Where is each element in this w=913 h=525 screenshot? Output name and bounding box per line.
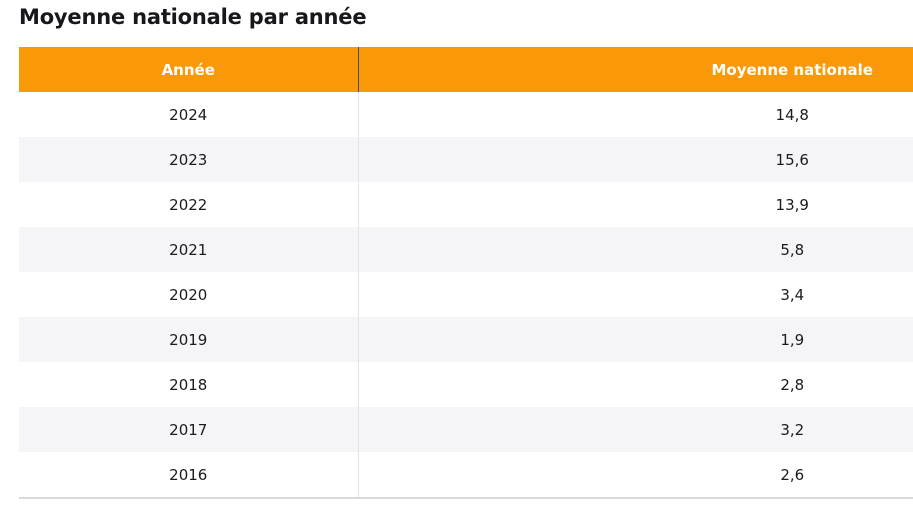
page-title: Moyenne nationale par année: [19, 5, 367, 29]
table-row: 2022 13,9: [19, 182, 913, 227]
table-row: 2019 1,9: [19, 317, 913, 362]
table-body: 2024 14,8 2023 15,6 2022 13,9 2021 5,8 2020 3,4 20…: [19, 92, 913, 497]
table-header: Année Moyenne nationale: [19, 47, 913, 92]
table-row: 2024 14,8: [19, 92, 913, 137]
table-row: 2017 3,2: [19, 407, 913, 452]
year-cell: 2018: [19, 362, 358, 407]
national-average-table: Année Moyenne nationale 2024 14,8 2023 15,6…: [19, 47, 913, 497]
table-row: 2020 3,4: [19, 272, 913, 317]
year-cell: 2021: [19, 227, 358, 272]
value-cell: 2,6: [357, 452, 913, 497]
year-cell: 2016: [19, 452, 358, 497]
value-cell: 2,8: [357, 362, 913, 407]
table-container: Année Moyenne nationale 2024 14,8 2023 15,6…: [19, 47, 913, 499]
year-cell: 2022: [19, 182, 358, 227]
value-cell: 14,8: [357, 92, 913, 137]
table-row: 2016 2,6: [19, 452, 913, 497]
year-cell: 2020: [19, 272, 358, 317]
value-cell: 13,9: [357, 182, 913, 227]
table-row: 2023 15,6: [19, 137, 913, 182]
value-cell: 5,8: [357, 227, 913, 272]
year-cell: 2019: [19, 317, 358, 362]
value-cell: 15,6: [357, 137, 913, 182]
page: { "page": { "title": "Moyenne nationale …: [0, 4, 913, 525]
value-cell: 3,2: [357, 407, 913, 452]
header-cell-moyenne-nationale: Moyenne nationale: [357, 47, 913, 92]
table-row: 2021 5,8: [19, 227, 913, 272]
value-cell: 3,4: [357, 272, 913, 317]
year-cell: 2017: [19, 407, 358, 452]
year-cell: 2023: [19, 137, 358, 182]
table-row: 2018 2,8: [19, 362, 913, 407]
value-cell: 1,9: [357, 317, 913, 362]
header-row: Année Moyenne nationale: [19, 47, 913, 92]
year-cell: 2024: [19, 92, 358, 137]
header-cell-annee: Année: [19, 47, 358, 92]
